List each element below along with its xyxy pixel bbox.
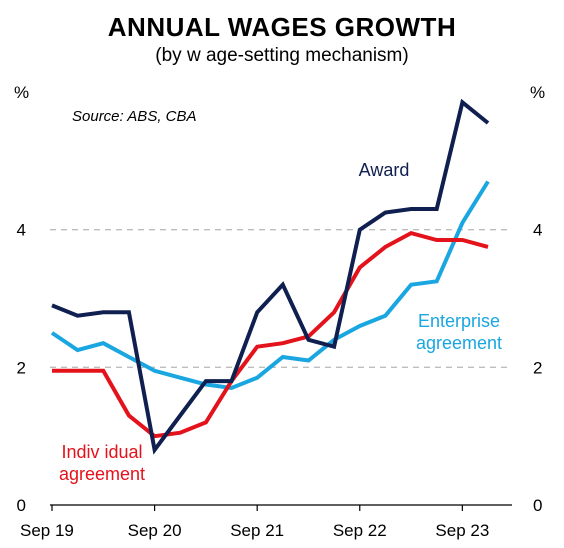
series-label-line: agreement <box>416 333 502 353</box>
series-label-line: Enterprise <box>418 311 500 331</box>
series-label-enterprise: Enterprise agreement <box>416 311 502 353</box>
series-label-line: Indiv idual <box>61 442 142 462</box>
y-unit-left: % <box>14 83 29 102</box>
series-line-enterprise <box>50 180 490 391</box>
series-label-line: agreement <box>59 464 145 484</box>
series-lines <box>50 98 490 455</box>
chart-subtitle: (by w age-setting mechanism) <box>155 45 408 66</box>
x-tick-label: Sep 21 <box>230 521 284 540</box>
y-tick-right-4: 4 <box>533 221 542 240</box>
y-unit-right: % <box>530 83 545 102</box>
series-line-individual <box>52 230 489 439</box>
x-tick-label: Sep 23 <box>435 521 489 540</box>
axes: 0 2 4 0 2 4 Sep 19 Sep 20 Sep 21 Sep 22 Sep 23 <box>17 221 543 540</box>
x-tick-label: Sep 20 <box>128 521 182 540</box>
series-label-award: Award <box>359 160 410 180</box>
chart-title: ANNUAL WAGES GROWTH <box>108 12 456 42</box>
series-line-award <box>51 98 490 455</box>
y-tick-right-0: 0 <box>533 496 542 515</box>
source-note: Source: ABS, CBA <box>72 108 197 125</box>
x-tick-label: Sep 22 <box>333 521 387 540</box>
y-tick-right-2: 2 <box>533 358 542 377</box>
y-tick-left-4: 4 <box>17 221 26 240</box>
y-tick-left-0: 0 <box>17 496 26 515</box>
series-label-line: Award <box>359 160 410 180</box>
gridlines <box>50 229 512 368</box>
y-tick-left-2: 2 <box>17 358 26 377</box>
x-tick-label: Sep 19 <box>20 521 74 540</box>
series-label-individual: Indiv idual agreement <box>59 442 145 484</box>
